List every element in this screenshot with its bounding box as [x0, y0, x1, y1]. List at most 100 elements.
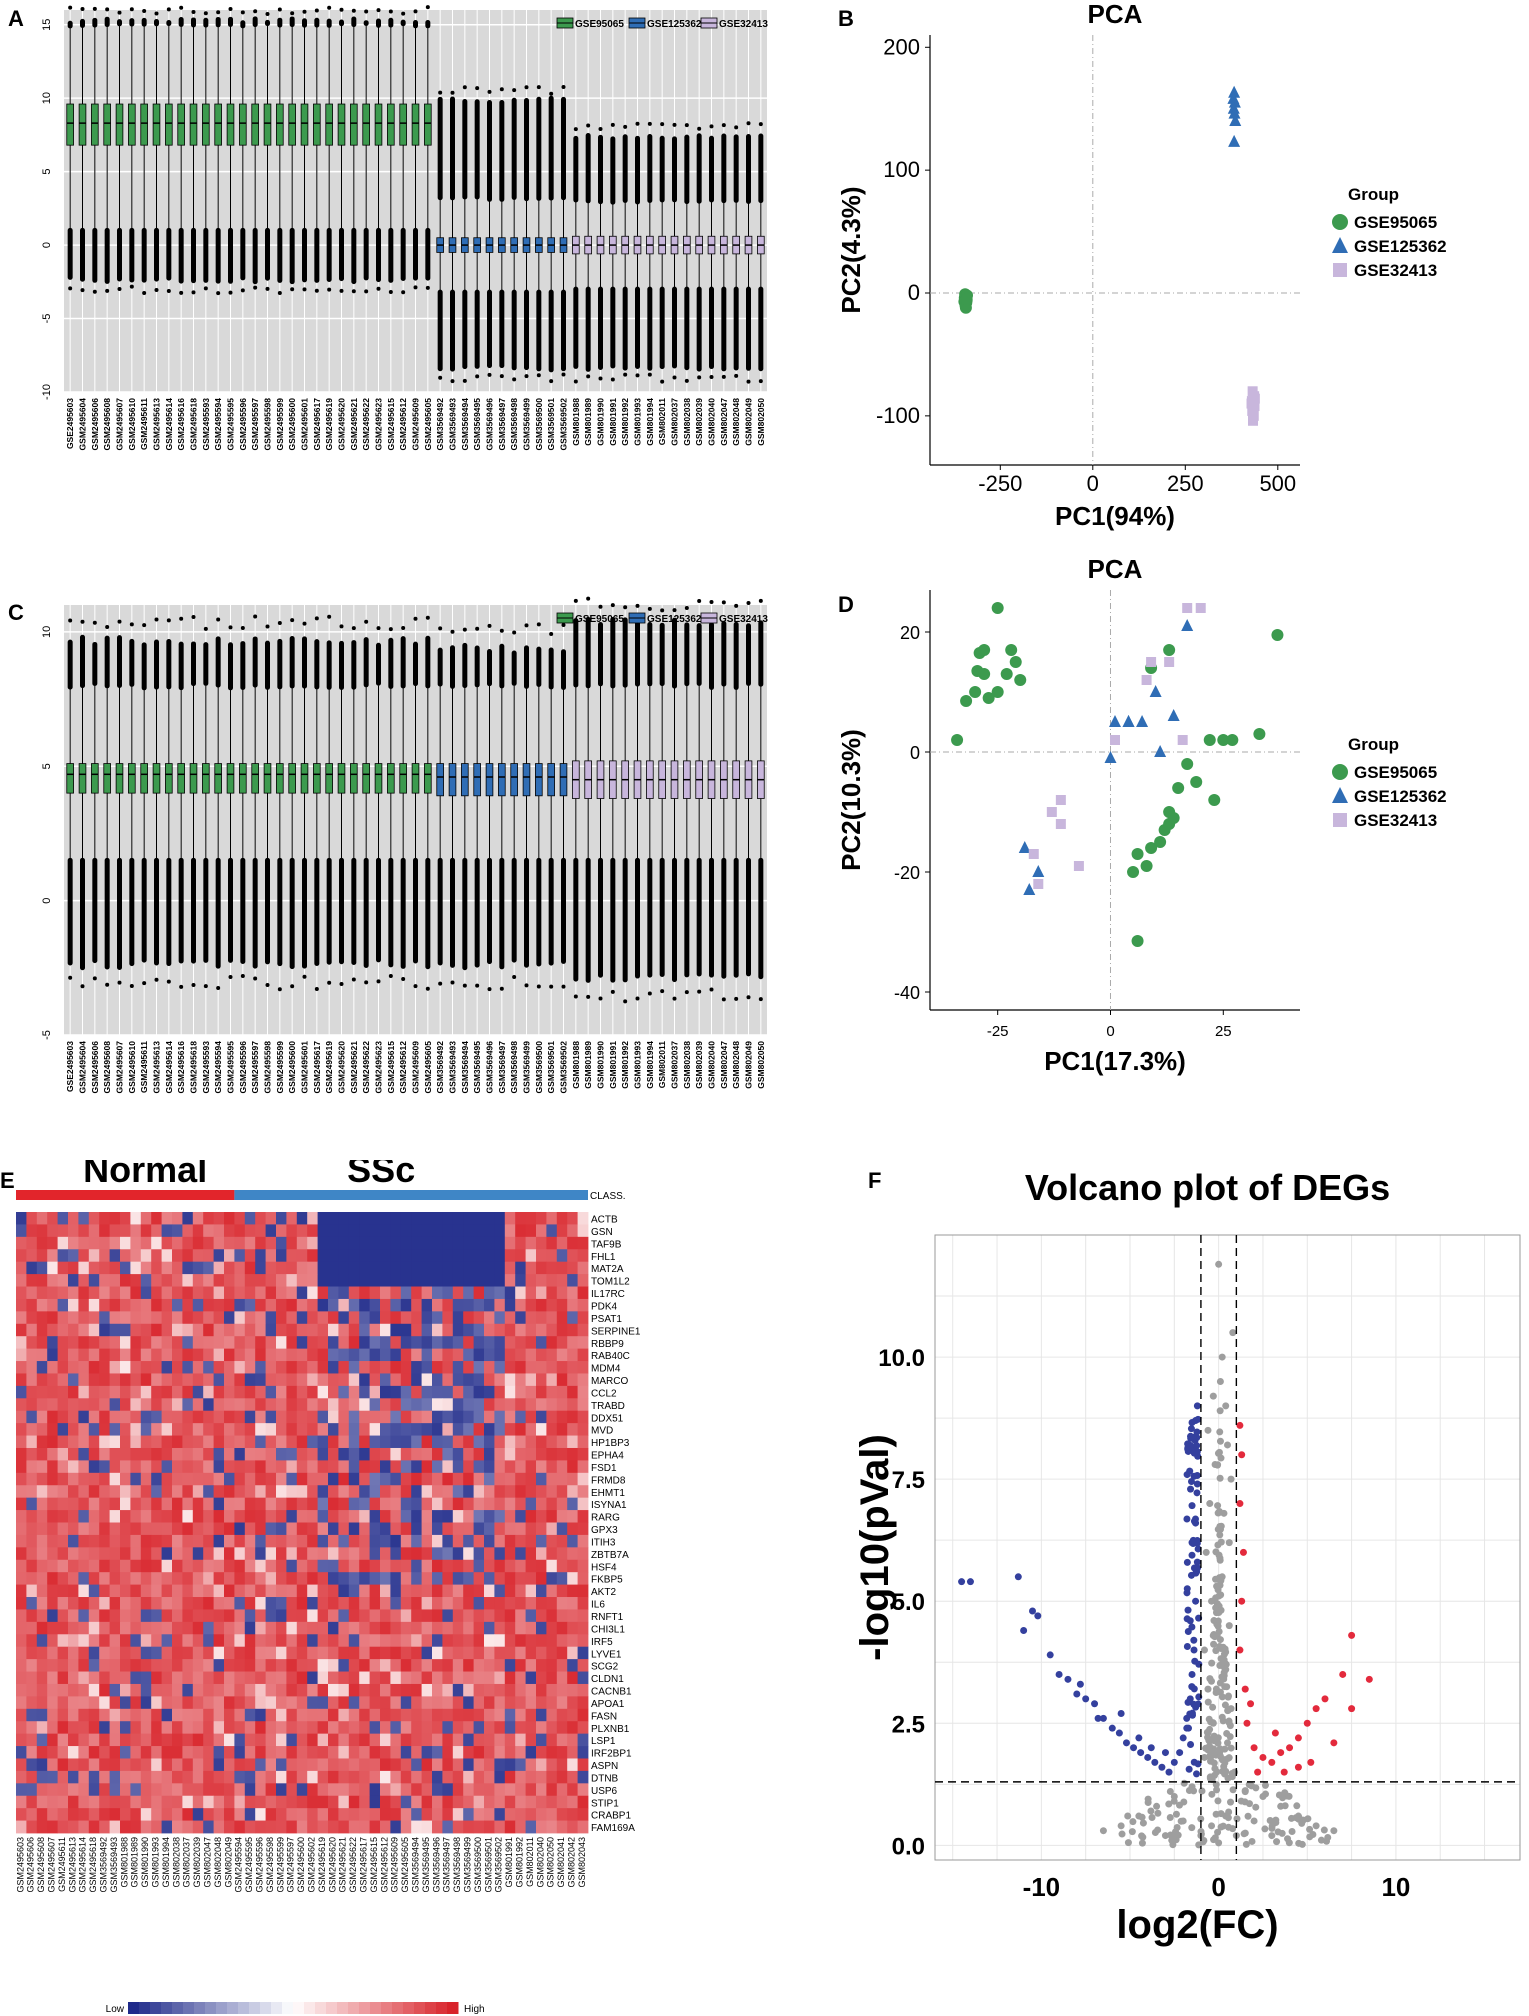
heatmap-cell: [473, 1584, 485, 1598]
data-point: [1140, 860, 1153, 872]
data-point: [1208, 794, 1221, 806]
heatmap-cell: [577, 1783, 589, 1797]
heatmap-cell: [16, 1671, 27, 1685]
heatmap-cell: [161, 1447, 173, 1461]
outlier-point: [314, 288, 319, 293]
sample-label: GSM3569501: [546, 398, 556, 451]
data-point: [1190, 776, 1203, 788]
heatmap-cell: [317, 1770, 329, 1784]
data-point: [1188, 1551, 1196, 1559]
data-point: [1287, 1814, 1295, 1822]
outlier-point: [425, 285, 430, 290]
heatmap-cell: [16, 1249, 27, 1263]
heatmap-cell: [317, 1559, 329, 1573]
heatmap-cell: [556, 1659, 568, 1672]
gene-label: ZBTB7A: [591, 1550, 629, 1561]
heatmap-cell: [78, 1224, 90, 1238]
heatmap-cell: [68, 1783, 79, 1797]
heatmap-cell: [390, 1770, 402, 1784]
heatmap-cell: [494, 1572, 506, 1585]
heatmap-cell: [234, 1783, 246, 1797]
heatmap-cell: [525, 1572, 537, 1585]
sample-label: GSM801989: [583, 398, 593, 446]
heatmap-cell: [68, 1298, 79, 1312]
data-point: [1220, 1664, 1228, 1672]
heatmap-cell: [421, 1212, 433, 1225]
heatmap-cell: [36, 1236, 48, 1250]
heatmap-cell: [192, 1286, 204, 1300]
heatmap-cell: [255, 1609, 266, 1623]
heatmap-cell: [172, 1385, 183, 1399]
heatmap-cell: [348, 1696, 360, 1710]
heatmap-cell: [338, 1435, 350, 1449]
outlier-point: [524, 983, 529, 988]
heatmap-cell: [99, 1683, 110, 1697]
heatmap-cell: [307, 1559, 318, 1573]
outlier-point: [290, 618, 295, 623]
data-point: [1148, 1814, 1156, 1822]
heatmap-cell: [504, 1311, 516, 1325]
heatmap-cell: [338, 1423, 350, 1436]
sample-label: GSM2495615: [386, 1041, 396, 1094]
heatmap-cell: [47, 1559, 58, 1573]
box: [276, 103, 284, 146]
gene-label: FHL1: [591, 1252, 616, 1263]
sample-label: GSM2495597: [250, 398, 260, 451]
heatmap-cell: [182, 1472, 194, 1486]
heatmap-cell: [224, 1572, 235, 1585]
heatmap-cell: [348, 1286, 360, 1300]
outlier-point: [92, 6, 97, 11]
heatmap-cell: [452, 1323, 464, 1337]
color-scale-step: [425, 2002, 437, 2014]
heatmap-cell: [369, 1646, 381, 1660]
heatmap-cell: [380, 1249, 391, 1263]
sample-label: GSM802038: [171, 1837, 181, 1888]
sample-label: GSM2495600: [287, 1041, 297, 1094]
heatmap-cell: [400, 1621, 412, 1635]
heatmap-cell: [26, 1621, 38, 1635]
heatmap-cell: [577, 1435, 589, 1449]
box: [263, 103, 272, 146]
data-point: [1183, 1515, 1191, 1523]
heatmap-cell: [244, 1547, 256, 1561]
heatmap-cell: [213, 1385, 225, 1399]
heatmap-cell: [99, 1398, 110, 1412]
heatmap-cell: [286, 1547, 298, 1561]
heatmap-cell: [68, 1485, 79, 1499]
heatmap-cell: [276, 1261, 287, 1275]
heatmap-cell: [172, 1286, 183, 1300]
heatmap-cell: [26, 1212, 38, 1225]
heatmap-cell: [140, 1224, 152, 1238]
heatmap-cell: [203, 1547, 214, 1561]
heatmap-cell: [109, 1236, 121, 1250]
heatmap-cell: [88, 1522, 100, 1536]
heatmap-cell: [26, 1398, 38, 1412]
heatmap-cell: [484, 1348, 495, 1362]
heatmap-cell: [203, 1236, 214, 1250]
heatmap-cell: [515, 1808, 526, 1821]
heatmap-cell: [213, 1348, 225, 1362]
heatmap-cell: [525, 1770, 537, 1784]
heatmap-cell: [411, 1460, 422, 1474]
heatmap-cell: [276, 1410, 287, 1424]
heatmap-cell: [109, 1547, 121, 1561]
heatmap-cell: [203, 1249, 214, 1263]
heatmap-cell: [463, 1261, 474, 1275]
data-point: [1154, 745, 1167, 757]
outlier-point: [339, 7, 344, 12]
heatmap-cell: [286, 1236, 298, 1250]
heatmap-cell: [463, 1460, 474, 1474]
heatmap-cell: [504, 1634, 516, 1648]
heatmap-cell: [244, 1323, 256, 1337]
data-point: [1332, 764, 1348, 780]
heatmap-cell: [36, 1820, 48, 1834]
heatmap-cell: [36, 1522, 48, 1536]
heatmap-cell: [192, 1261, 204, 1275]
data-point: [1032, 865, 1045, 877]
outlier-point: [487, 89, 492, 94]
sample-label: GSM802047: [202, 1837, 212, 1888]
data-point: [1104, 751, 1117, 763]
outlier-point: [388, 9, 393, 14]
x-axis-label: log2(FC): [1116, 1903, 1278, 1947]
data-point: [1164, 657, 1175, 667]
